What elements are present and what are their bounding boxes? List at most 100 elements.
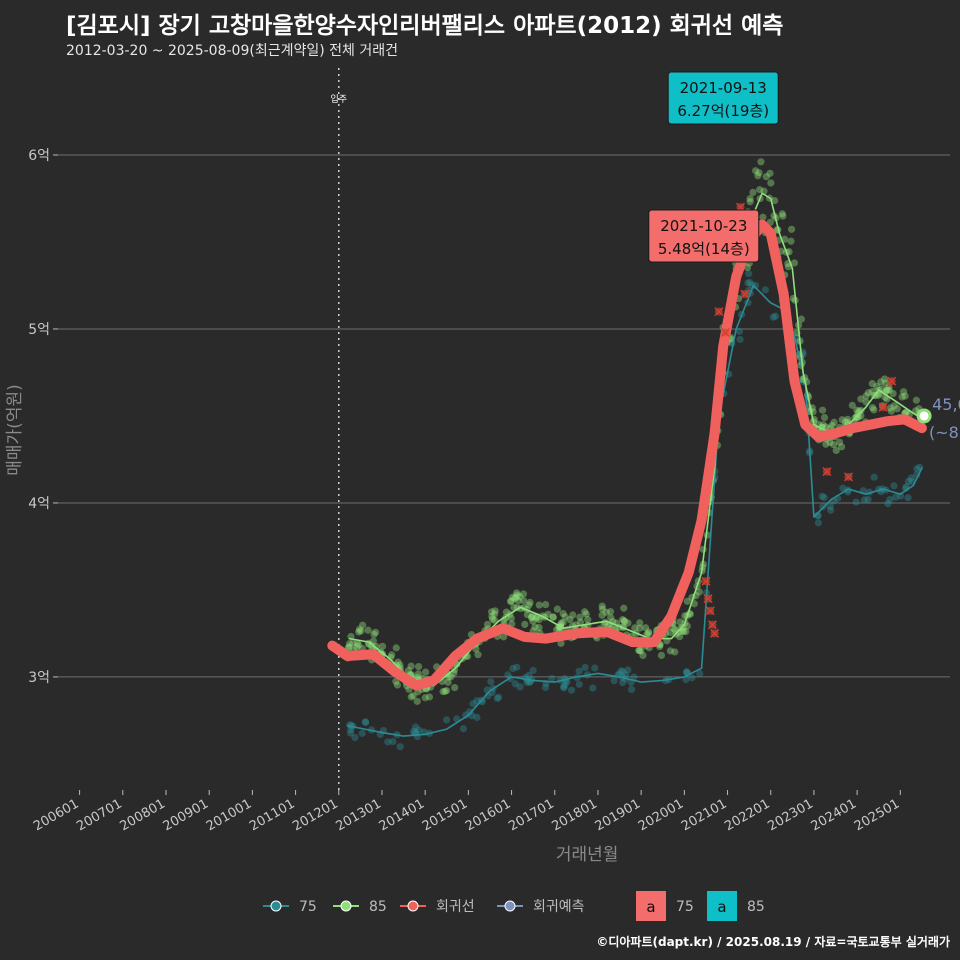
scatter-point	[516, 592, 524, 601]
legend-label: 75	[299, 899, 317, 915]
scatter-point	[525, 671, 533, 679]
scatter-point	[514, 597, 522, 605]
scatter-point	[388, 651, 396, 659]
scatter-point	[666, 647, 674, 655]
endpoint-marker	[916, 408, 932, 424]
scatter-point	[743, 263, 752, 272]
source-caption: ©디아파트(dapt.kr) / 2025.08.19 / 자료=국토교통부 실…	[596, 935, 950, 949]
scatter-point	[818, 406, 827, 414]
scatter-point	[491, 616, 499, 624]
scatter-point	[904, 477, 913, 486]
scatter-point	[778, 210, 786, 218]
scatter-point	[695, 588, 703, 596]
scatter-point	[636, 624, 644, 632]
highlight-cross	[822, 467, 832, 477]
scatter-point	[576, 613, 584, 621]
x-tick-label: 202001	[636, 796, 686, 834]
scatter-point	[487, 678, 495, 686]
scatter-point	[393, 681, 402, 689]
highlight-cross	[714, 307, 724, 317]
scatter-point	[513, 663, 521, 671]
highlight-cross	[887, 376, 897, 386]
scatter-point	[606, 608, 615, 616]
scatter-point	[771, 312, 780, 320]
x-tick-label: 200601	[31, 796, 81, 834]
scatter-point	[901, 392, 909, 400]
chart-title: [김포시] 장기 고창마을한양수자인리버팰리스 아파트(2012) 회귀선 예측	[66, 13, 784, 39]
scatter-point	[415, 662, 423, 671]
scatter-point	[620, 617, 628, 625]
scatter-point	[620, 604, 628, 612]
scatter-point	[504, 671, 512, 679]
scatter-point	[598, 602, 606, 610]
scatter-point	[516, 683, 524, 691]
scatter-point	[581, 608, 589, 616]
scatter-point	[513, 591, 521, 599]
scatter-point	[787, 237, 795, 245]
scatter-point	[864, 495, 872, 504]
scatter-point	[508, 593, 517, 601]
scatter-point	[488, 612, 496, 621]
legend-dot	[407, 900, 419, 912]
scatter-point	[797, 315, 805, 323]
scatter-point	[841, 418, 850, 426]
legend-dot	[270, 900, 282, 912]
scatter-point	[345, 640, 354, 648]
scatter-point	[491, 607, 499, 615]
scatter-point	[631, 624, 639, 632]
scatter-point	[688, 674, 696, 682]
scatter-point	[885, 386, 893, 394]
highlight-cross	[878, 402, 888, 412]
scatter-point	[644, 630, 653, 638]
annotation-date: 2021-09-13	[680, 79, 767, 97]
scatter-point	[351, 733, 359, 742]
scatter-point	[769, 313, 777, 321]
scatter-point	[827, 506, 835, 514]
scatter-point	[904, 494, 912, 502]
scatter-point	[864, 389, 873, 397]
scatter-point	[898, 393, 906, 401]
scatter-point	[881, 375, 889, 383]
scatter-point	[561, 613, 569, 621]
scatter-point	[889, 389, 897, 398]
scatter-point	[771, 196, 779, 205]
scatter-point	[826, 502, 834, 511]
scatter-point	[523, 611, 531, 619]
annotation-box	[648, 209, 760, 263]
scatter-point	[528, 614, 536, 622]
scatter-point	[820, 493, 828, 502]
y-axis-label: 매매가(억원)	[5, 384, 25, 475]
scatter-point	[766, 169, 774, 177]
scatter-point	[466, 708, 474, 716]
scatter-point	[868, 379, 876, 388]
scatter-point	[852, 498, 860, 506]
scatter-point	[624, 619, 632, 627]
x-tick-label: 201901	[593, 796, 643, 834]
scatter-point	[523, 678, 531, 687]
scatter-point	[519, 590, 528, 598]
scatter-point	[682, 627, 690, 636]
scatter-point	[746, 278, 754, 287]
scatter-point	[912, 396, 920, 404]
x-tick-label: 202101	[679, 796, 729, 834]
scatter-point	[447, 673, 455, 681]
scatter-point	[907, 474, 915, 482]
scatter-point	[421, 694, 429, 702]
scatter-point	[848, 401, 856, 409]
scatter-point	[441, 687, 449, 695]
scatter-point	[544, 610, 552, 618]
scatter-point	[883, 386, 891, 394]
scatter-point	[913, 465, 921, 473]
scatter-point	[637, 647, 645, 655]
y-tick-label: 6억	[28, 148, 50, 164]
scatter-point	[569, 611, 577, 619]
scatter-point	[619, 678, 627, 687]
annotation-price: 6.27억(19층)	[677, 102, 769, 120]
scatter-point	[749, 188, 757, 197]
scatter-point	[761, 286, 769, 294]
legend-box	[707, 891, 737, 921]
x-tick-label: 202501	[852, 796, 902, 834]
legend-dot	[504, 900, 516, 912]
legend-box-glyph: a	[646, 898, 655, 916]
x-tick-label: 201801	[549, 796, 599, 834]
